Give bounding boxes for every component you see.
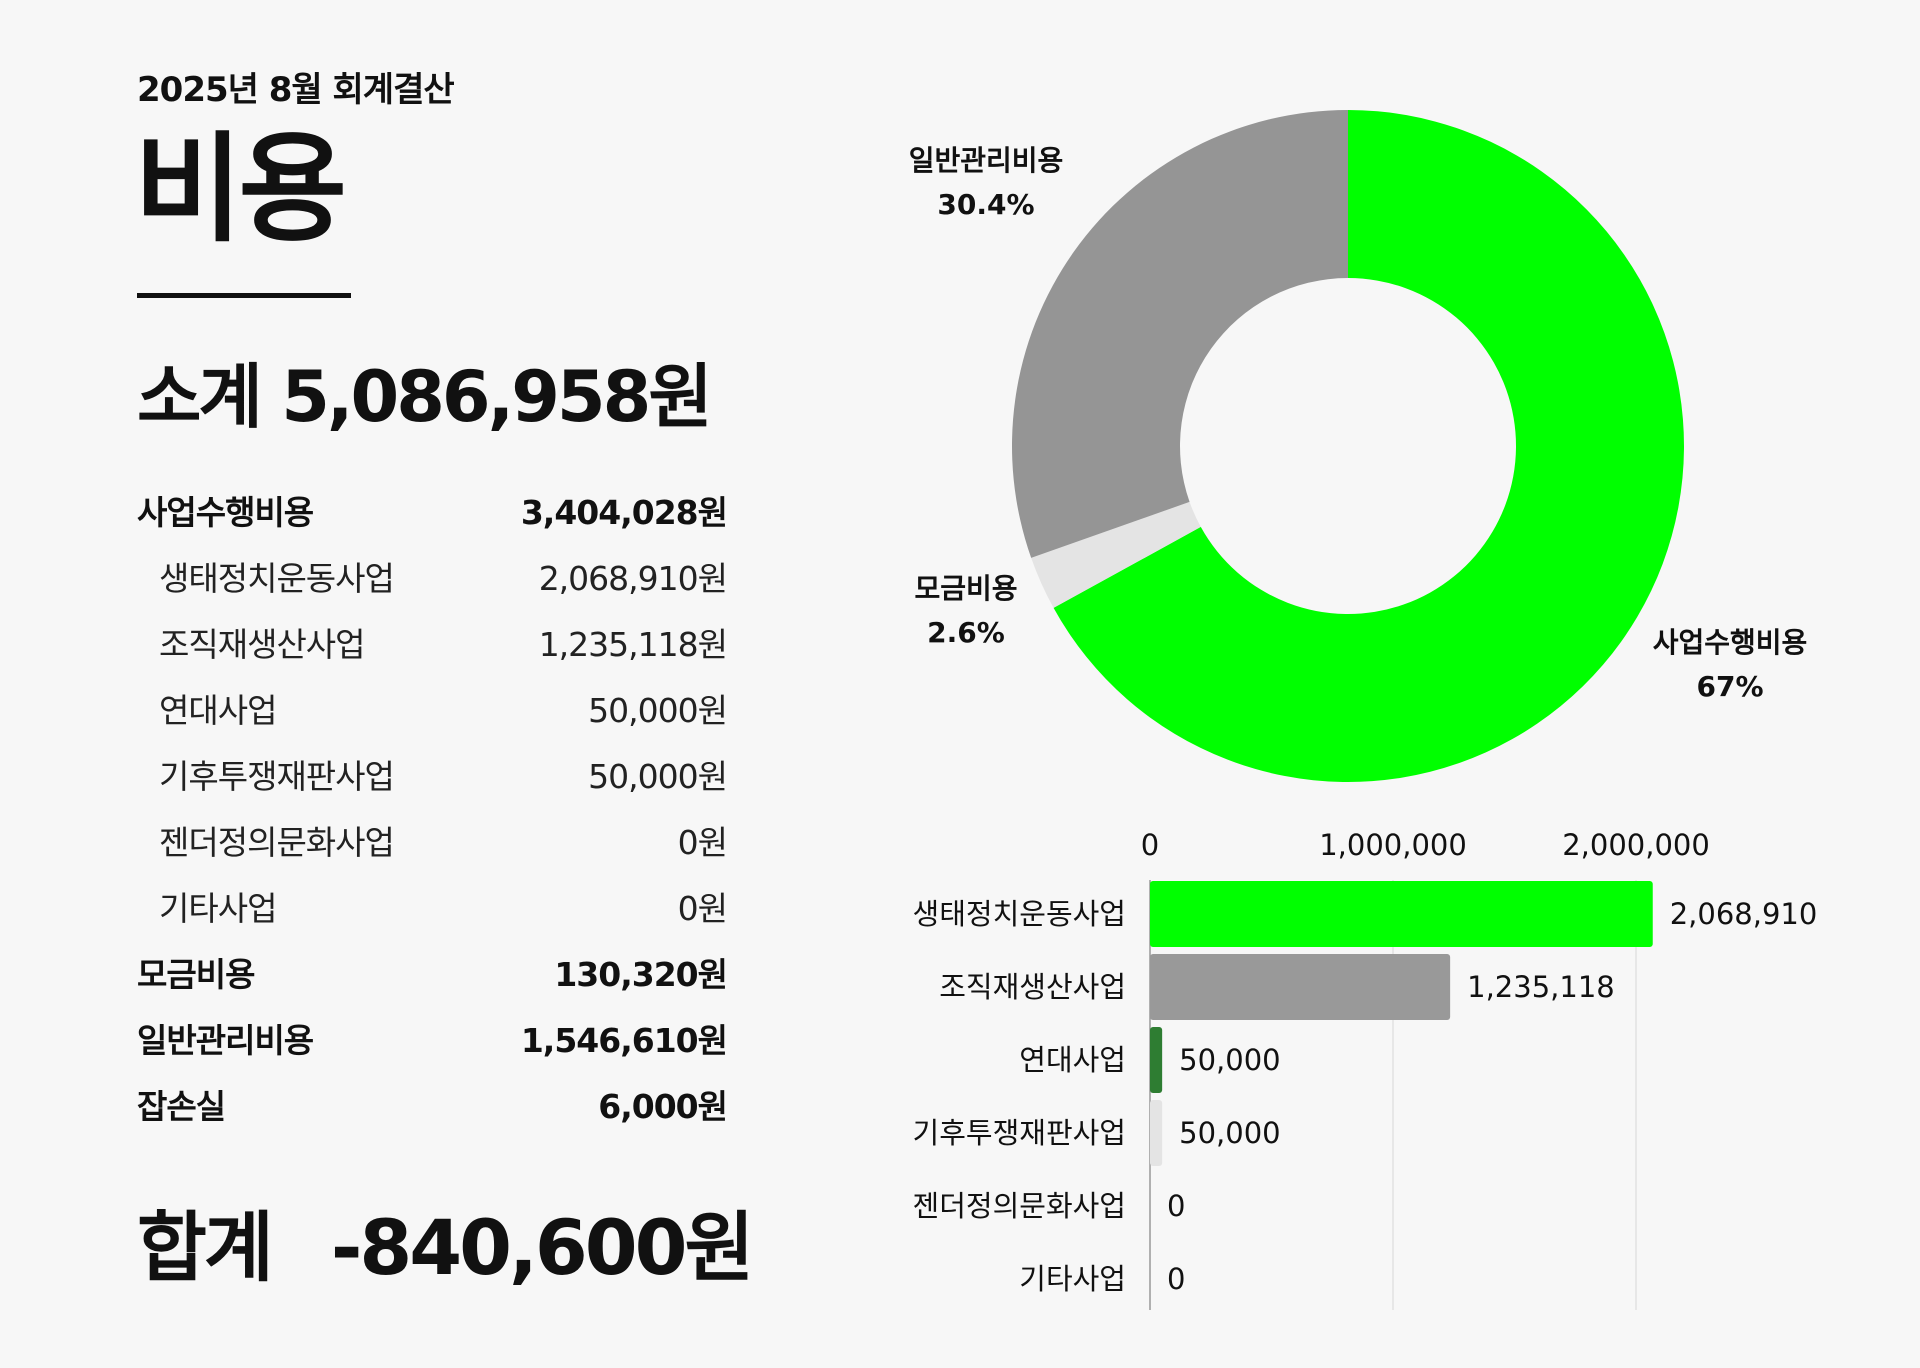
expense-row: 연대사업 50,000원: [137, 678, 728, 744]
bar-value-label: 1,235,118: [1467, 970, 1615, 1004]
expense-amount: 3,404,028원: [520, 493, 728, 532]
expense-amount: 1,235,118원: [538, 625, 728, 664]
bar-category-label: 젠더정의문화사업: [913, 1189, 1126, 1223]
x-tick-label: 2,000,000: [1562, 828, 1710, 862]
x-tick-label: 0: [1141, 828, 1159, 862]
donut-chart: 사업수행비용 67% 모금비용 2.6% 일반관리비용 30.4%: [909, 110, 1808, 782]
expense-amount: 0원: [677, 889, 728, 928]
expense-summary-panel: 2025년 8월 회계결산 비용 소계 5,086,958원 사업수행비용 3,…: [0, 0, 760, 1368]
expense-amount: 130,320원: [554, 955, 728, 994]
expense-label: 일반관리비용: [137, 1021, 314, 1060]
x-tick-label: 1,000,000: [1319, 828, 1467, 862]
bar-category-label: 연대사업: [1019, 1043, 1126, 1077]
expense-row: 사업수행비용 3,404,028원: [137, 480, 728, 546]
expense-label: 생태정치운동사업: [159, 559, 395, 598]
donut-slice: [1053, 110, 1684, 782]
total-label: 합계: [137, 1203, 274, 1292]
bar-value-label: 50,000: [1179, 1043, 1280, 1077]
bar-category-label: 조직재생산사업: [939, 970, 1126, 1004]
slice-label: 사업수행비용: [1653, 626, 1808, 659]
expense-amount: 6,000원: [598, 1087, 728, 1126]
bar-value-label: 50,000: [1179, 1116, 1280, 1150]
expense-table: 사업수행비용 3,404,028원 생태정치운동사업 2,068,910원 조직…: [137, 480, 728, 1140]
expense-label: 젠더정의문화사업: [159, 823, 395, 862]
donut-slice: [1011, 110, 1348, 558]
expense-label: 기후투쟁재판사업: [159, 757, 395, 796]
report-period: 2025년 8월 회계결산: [137, 70, 455, 110]
title-underline: [137, 293, 351, 298]
slice-percent-label: 30.4%: [937, 188, 1034, 221]
bar: [1150, 1100, 1163, 1166]
slice-percent-label: 2.6%: [927, 616, 1005, 649]
expense-row: 기후투쟁재판사업 50,000원: [137, 744, 728, 810]
total-value: -840,600원: [330, 1203, 755, 1292]
expense-label: 사업수행비용: [137, 493, 314, 532]
expense-label: 조직재생산사업: [159, 625, 366, 664]
bar: [1150, 954, 1451, 1020]
bar-value-label: 0: [1167, 1262, 1185, 1296]
bar: [1150, 1027, 1163, 1093]
subtotal-value: 5,086,958원: [281, 356, 713, 438]
bar-category-label: 생태정치운동사업: [913, 897, 1126, 931]
expense-label: 모금비용: [137, 955, 255, 994]
slice-label: 일반관리비용: [909, 144, 1064, 177]
expense-row: 일반관리비용 1,546,610원: [137, 1008, 728, 1074]
expense-amount: 2,068,910원: [538, 559, 728, 598]
expense-amount: 50,000원: [588, 757, 728, 796]
subtotal: 소계 5,086,958원: [137, 362, 713, 432]
bar: [1150, 881, 1653, 947]
page-title: 비용: [134, 120, 347, 258]
bar-value-label: 0: [1167, 1189, 1185, 1223]
expense-amount: 0원: [677, 823, 728, 862]
expense-row: 조직재생산사업 1,235,118원: [137, 612, 728, 678]
bar-chart: 0 1,000,000 2,000,000 생태정치운동사업 2,068,910 조직재생…: [913, 828, 1818, 1310]
slice-label: 모금비용: [914, 572, 1017, 605]
bar-value-label: 2,068,910: [1670, 897, 1818, 931]
expense-row: 젠더정의문화사업 0원: [137, 810, 728, 876]
subtotal-label: 소계: [137, 356, 263, 438]
bar-category-label: 기후투쟁재판사업: [913, 1116, 1126, 1150]
expense-label: 잡손실: [137, 1087, 226, 1126]
expense-amount: 1,546,610원: [520, 1021, 728, 1060]
slice-percent-label: 67%: [1696, 670, 1763, 703]
expense-row: 생태정치운동사업 2,068,910원: [137, 546, 728, 612]
bar-category-label: 기타사업: [1019, 1262, 1126, 1296]
grand-total: 합계 -840,600원: [137, 1210, 754, 1286]
expense-row: 모금비용 130,320원: [137, 942, 728, 1008]
expense-row: 기타사업 0원: [137, 876, 728, 942]
expense-amount: 50,000원: [588, 691, 728, 730]
expense-row: 잡손실 6,000원: [137, 1074, 728, 1140]
expense-label: 연대사업: [159, 691, 277, 730]
donut-slice: [1031, 501, 1201, 608]
expense-label: 기타사업: [159, 889, 277, 928]
